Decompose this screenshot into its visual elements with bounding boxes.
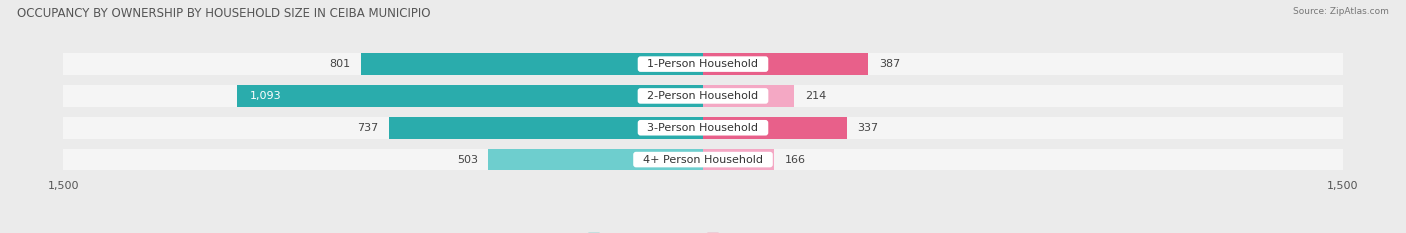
Text: 1-Person Household: 1-Person Household: [641, 59, 765, 69]
Bar: [63, 117, 703, 139]
Text: 4+ Person Household: 4+ Person Household: [636, 154, 770, 164]
Bar: [361, 53, 703, 75]
Bar: [703, 117, 1343, 139]
Text: 2-Person Household: 2-Person Household: [641, 91, 765, 101]
Bar: [703, 149, 773, 170]
Bar: [703, 53, 868, 75]
Bar: [703, 117, 846, 139]
Bar: [63, 149, 703, 170]
Bar: [63, 53, 703, 75]
Bar: [703, 85, 1343, 107]
Bar: [703, 85, 794, 107]
Text: OCCUPANCY BY OWNERSHIP BY HOUSEHOLD SIZE IN CEIBA MUNICIPIO: OCCUPANCY BY OWNERSHIP BY HOUSEHOLD SIZE…: [17, 7, 430, 20]
Text: 166: 166: [785, 154, 806, 164]
Bar: [63, 85, 703, 107]
Legend: Owner-occupied, Renter-occupied: Owner-occupied, Renter-occupied: [583, 228, 823, 233]
Bar: [703, 149, 1343, 170]
Text: Source: ZipAtlas.com: Source: ZipAtlas.com: [1294, 7, 1389, 16]
Bar: [236, 85, 703, 107]
Text: 503: 503: [457, 154, 478, 164]
Text: 1,093: 1,093: [250, 91, 281, 101]
Bar: [488, 149, 703, 170]
Text: 3-Person Household: 3-Person Household: [641, 123, 765, 133]
Text: 214: 214: [804, 91, 827, 101]
Text: 337: 337: [858, 123, 879, 133]
Bar: [703, 53, 1343, 75]
Bar: [388, 117, 703, 139]
Text: 387: 387: [879, 59, 900, 69]
Text: 737: 737: [357, 123, 378, 133]
Text: 801: 801: [329, 59, 350, 69]
